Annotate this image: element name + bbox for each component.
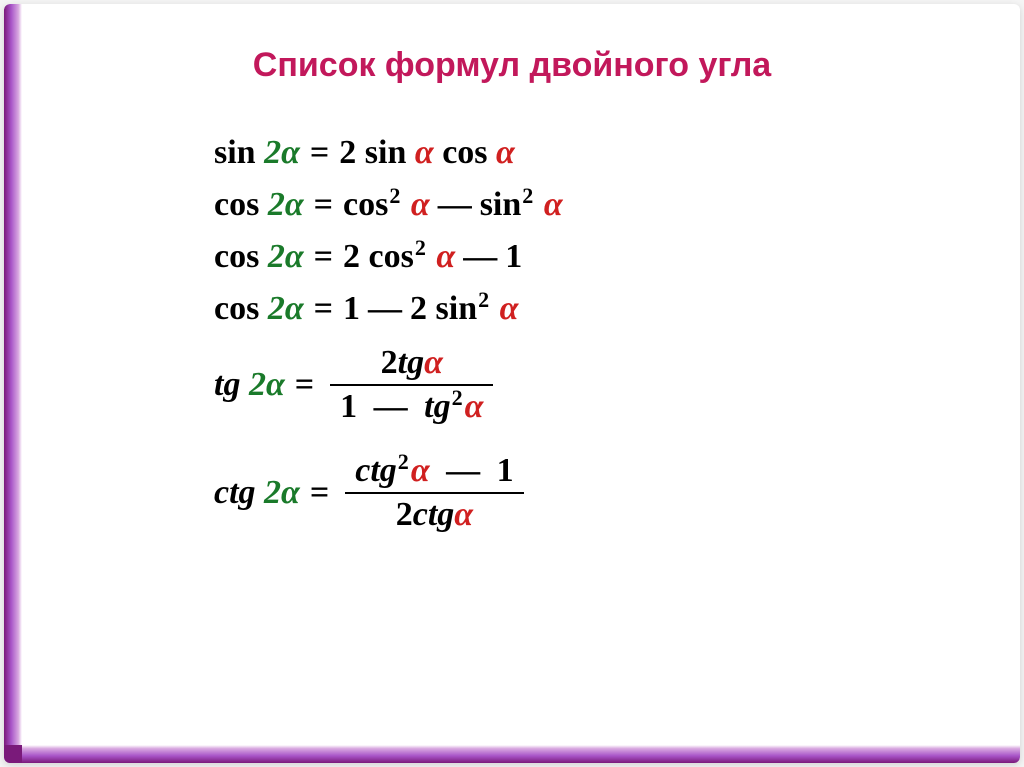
fn-tg: tg <box>398 344 424 381</box>
border-left-gradient <box>4 4 22 763</box>
border-bottom-gradient <box>4 745 1020 763</box>
fraction: ctg2α — 1 2ctgα <box>345 450 523 536</box>
minus: — <box>368 290 402 328</box>
const-1: 1 <box>505 238 522 276</box>
arg-alpha: α <box>454 496 473 533</box>
fn-cos: cos <box>343 186 388 224</box>
formula-cos2a-2: cos 2α = 2 cos2 α — 1 <box>214 238 834 276</box>
fn-ctg: ctg <box>413 496 455 533</box>
slide-title: Список формул двойного угла <box>4 46 1020 85</box>
fn-cos: cos <box>214 238 259 276</box>
fn-ctg: ctg <box>214 474 256 512</box>
coef-2: 2 <box>396 496 413 533</box>
arg-alpha: α <box>496 134 515 172</box>
arg-2alpha: 2α <box>264 474 300 512</box>
coef-2: 2 <box>381 344 398 381</box>
fn-ctg: ctg <box>355 452 397 489</box>
fn-sin: sin <box>480 186 522 224</box>
arg-2alpha: 2α <box>268 238 304 276</box>
const-1: 1 <box>497 452 514 489</box>
fn-tg: tg <box>424 388 450 425</box>
border-corner <box>4 745 22 763</box>
coef-2: 2 <box>410 290 427 328</box>
minus: — <box>438 186 472 224</box>
arg-alpha: α <box>411 186 430 224</box>
exp-2: 2 <box>478 287 489 313</box>
fn-sin: sin <box>365 134 407 172</box>
exp-2: 2 <box>522 183 533 209</box>
equals: = <box>310 134 329 172</box>
arg-2alpha: 2α <box>249 366 285 404</box>
arg-alpha: α <box>424 344 443 381</box>
slide: Список формул двойного угла sin 2α = 2 s… <box>4 4 1020 763</box>
fn-tg: tg <box>214 366 240 404</box>
arg-alpha: α <box>465 388 484 425</box>
formula-cos2a-3: cos 2α = 1 — 2 sin2 α <box>214 290 834 328</box>
coef-2: 2 <box>339 134 356 172</box>
const-1: 1 <box>343 290 360 328</box>
equals: = <box>314 290 333 328</box>
minus: — <box>446 452 480 489</box>
exp-2: 2 <box>398 449 409 474</box>
minus: — <box>463 238 497 276</box>
formula-cos2a-1: cos 2α = cos2 α — sin2 α <box>214 186 834 224</box>
exp-2: 2 <box>415 235 426 261</box>
arg-alpha: α <box>436 238 455 276</box>
formula-sin2a: sin 2α = 2 sin α cos α <box>214 134 834 172</box>
fn-sin: sin <box>436 290 478 328</box>
fn-cos: cos <box>369 238 414 276</box>
fraction: 2tgα 1 — tg2α <box>330 342 493 428</box>
formula-tg2a: tg 2α = 2tgα 1 — tg2α <box>214 342 834 428</box>
arg-alpha: α <box>411 452 430 489</box>
coef-2: 2 <box>343 238 360 276</box>
formula-ctg2a: ctg 2α = ctg2α — 1 2ctgα <box>214 450 834 536</box>
arg-alpha: α <box>415 134 434 172</box>
exp-2: 2 <box>389 183 400 209</box>
arg-2alpha: 2α <box>268 290 304 328</box>
minus: — <box>374 388 408 425</box>
arg-2alpha: 2α <box>264 134 300 172</box>
fn-cos: cos <box>442 134 487 172</box>
arg-alpha: α <box>500 290 519 328</box>
fn-cos: cos <box>214 290 259 328</box>
const-1: 1 <box>340 388 357 425</box>
equals: = <box>295 366 314 404</box>
formula-list: sin 2α = 2 sin α cos α cos <box>214 134 834 558</box>
arg-alpha: α <box>544 186 563 224</box>
equals: = <box>310 474 329 512</box>
equals: = <box>314 238 333 276</box>
arg-2alpha: 2α <box>268 186 304 224</box>
equals: = <box>314 186 333 224</box>
fn-cos: cos <box>214 186 259 224</box>
fn-sin: sin <box>214 134 256 172</box>
exp-2: 2 <box>452 385 463 410</box>
